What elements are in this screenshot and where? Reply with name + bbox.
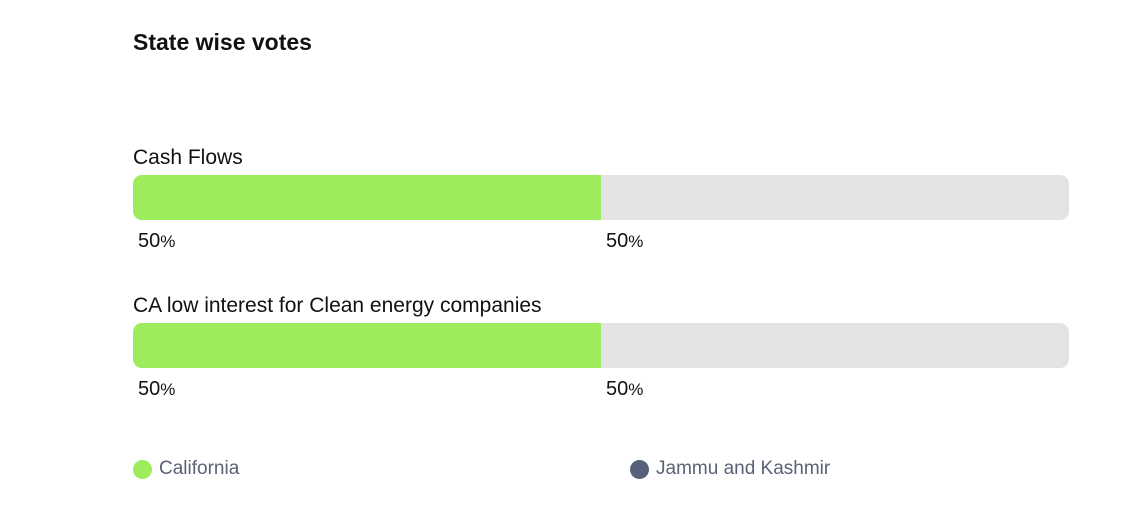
bar-track <box>133 323 1069 368</box>
bar-segment-jammu-and-kashmir <box>601 323 1069 368</box>
chart-legend: California Jammu and Kashmir <box>133 458 1069 482</box>
legend-dot-icon <box>133 459 152 479</box>
chart-title: State wise votes <box>133 29 312 55</box>
legend-label: Jammu and Kashmir <box>656 458 831 479</box>
category-label: Cash Flows <box>133 146 243 169</box>
legend-dot-icon <box>630 459 649 479</box>
bar-segment-california <box>133 323 601 368</box>
data-label-jammu-and-kashmir: 50% <box>606 230 644 252</box>
category-label: CA low interest for Clean energy compani… <box>133 294 542 317</box>
legend-label: California <box>159 458 240 479</box>
bar-segment-california <box>133 175 601 220</box>
bar-segment-jammu-and-kashmir <box>601 175 1069 220</box>
bar-track <box>133 175 1069 220</box>
data-label-california: 50% <box>138 230 176 252</box>
legend-item-california[interactable]: California <box>133 458 239 480</box>
data-label-california: 50% <box>138 378 176 400</box>
legend-item-jammu-and-kashmir[interactable]: Jammu and Kashmir <box>630 458 830 480</box>
data-label-jammu-and-kashmir: 50% <box>606 378 644 400</box>
